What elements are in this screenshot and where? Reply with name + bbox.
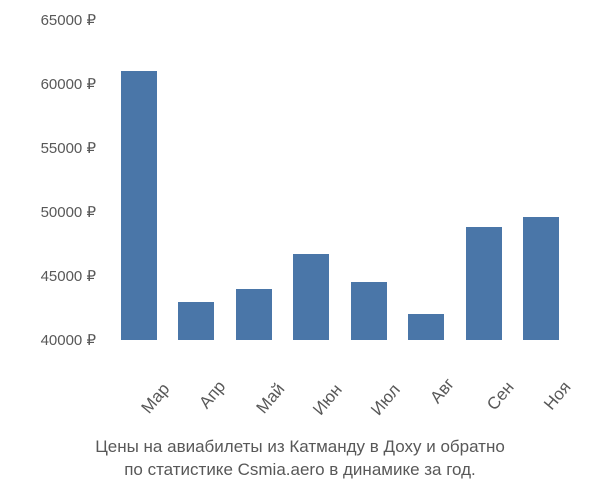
bar	[351, 282, 387, 340]
plot-area	[110, 20, 570, 340]
x-tick-label: Ноя	[540, 378, 575, 415]
bar	[236, 289, 272, 340]
y-tick-label: 40000 ₽	[0, 331, 96, 349]
y-tick-label: 65000 ₽	[0, 11, 96, 29]
caption-line-2: по статистике Csmia.aero в динамике за г…	[0, 459, 600, 482]
y-tick-label: 50000 ₽	[0, 203, 96, 221]
chart-container: 40000 ₽ 45000 ₽ 50000 ₽ 55000 ₽ 60000 ₽ 65000…	[0, 0, 600, 500]
bar	[293, 254, 329, 340]
x-tick-label: Июн	[309, 380, 346, 419]
y-tick-label: 55000 ₽	[0, 139, 96, 157]
x-tick-label: Июл	[367, 380, 405, 419]
x-tick-label: Мар	[137, 379, 174, 417]
bar	[408, 314, 444, 340]
caption: Цены на авиабилеты из Катманду в Доху и …	[0, 436, 600, 482]
x-tick-label: Авг	[427, 374, 459, 407]
bar	[523, 217, 559, 340]
x-tick-label: Май	[252, 380, 289, 418]
caption-line-1: Цены на авиабилеты из Катманду в Доху и …	[0, 436, 600, 459]
bar	[466, 227, 502, 340]
x-tick-label: Сен	[483, 378, 518, 415]
bar	[178, 302, 214, 340]
y-tick-label: 45000 ₽	[0, 267, 96, 285]
y-tick-label: 60000 ₽	[0, 75, 96, 93]
x-tick-label: Апр	[196, 377, 231, 413]
bar	[121, 71, 157, 340]
